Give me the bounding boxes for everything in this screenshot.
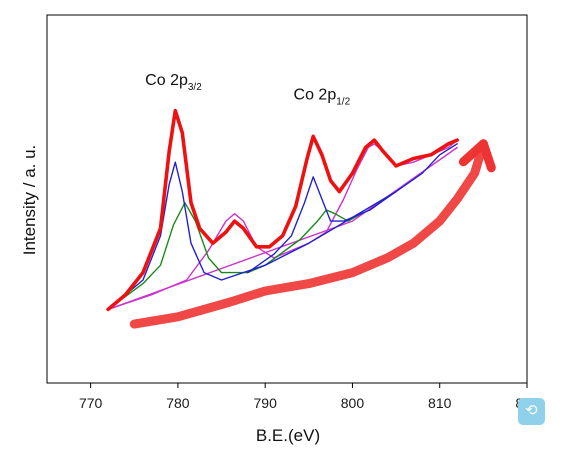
x-axis-ticks: 770780790800810820	[79, 383, 539, 411]
annotation-layer	[129, 139, 496, 329]
peak-label-co2p12: Co 2p1/2	[294, 87, 351, 108]
series-co2p32-main	[107, 143, 458, 311]
peak-label-co2p32: Co 2p3/2	[145, 72, 202, 93]
plot-frame	[46, 14, 528, 384]
hand-drawn-rising-stroke	[129, 139, 488, 329]
series-satellite-1	[107, 213, 310, 311]
text-layer: B.E.(eV) Intensity / a. u. Co 2p3/2 Co 2p…	[20, 72, 351, 445]
series-layer	[106, 108, 459, 312]
x-tick-label-800: 800	[341, 395, 365, 411]
series-background	[107, 146, 458, 311]
x-tick-label-810: 810	[428, 395, 452, 411]
x-tick-label-770: 770	[79, 395, 103, 411]
y-axis-title: Intensity / a. u.	[20, 145, 39, 256]
series-co2p12-main	[247, 176, 397, 274]
x-axis-title: B.E.(eV)	[256, 426, 320, 445]
x-tick-label-790: 790	[254, 395, 278, 411]
translate-badge-icon[interactable]: ⟲	[518, 398, 545, 425]
plot-area-border	[46, 14, 528, 384]
series-raw	[106, 109, 459, 311]
series-envelope	[106, 108, 459, 312]
x-tick-label-780: 780	[166, 395, 190, 411]
hand-drawn-rising-stroke-arrowhead	[458, 139, 496, 173]
series-co2p32-satellite	[107, 202, 266, 311]
